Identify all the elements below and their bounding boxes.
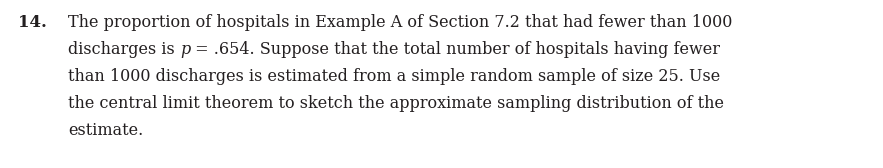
- Text: the central limit theorem to sketch the approximate sampling distribution of the: the central limit theorem to sketch the …: [68, 95, 724, 112]
- Text: discharges is: discharges is: [68, 41, 180, 58]
- Text: than 1000 discharges is estimated from a simple random sample of size 25. Use: than 1000 discharges is estimated from a…: [68, 68, 721, 85]
- Text: estimate.: estimate.: [68, 122, 143, 139]
- Text: The proportion of hospitals in Example A of Section 7.2 that had fewer than 1000: The proportion of hospitals in Example A…: [68, 14, 732, 31]
- Text: p: p: [180, 41, 190, 58]
- Text: 14.: 14.: [18, 14, 47, 31]
- Text: = .654. Suppose that the total number of hospitals having fewer: = .654. Suppose that the total number of…: [190, 41, 721, 58]
